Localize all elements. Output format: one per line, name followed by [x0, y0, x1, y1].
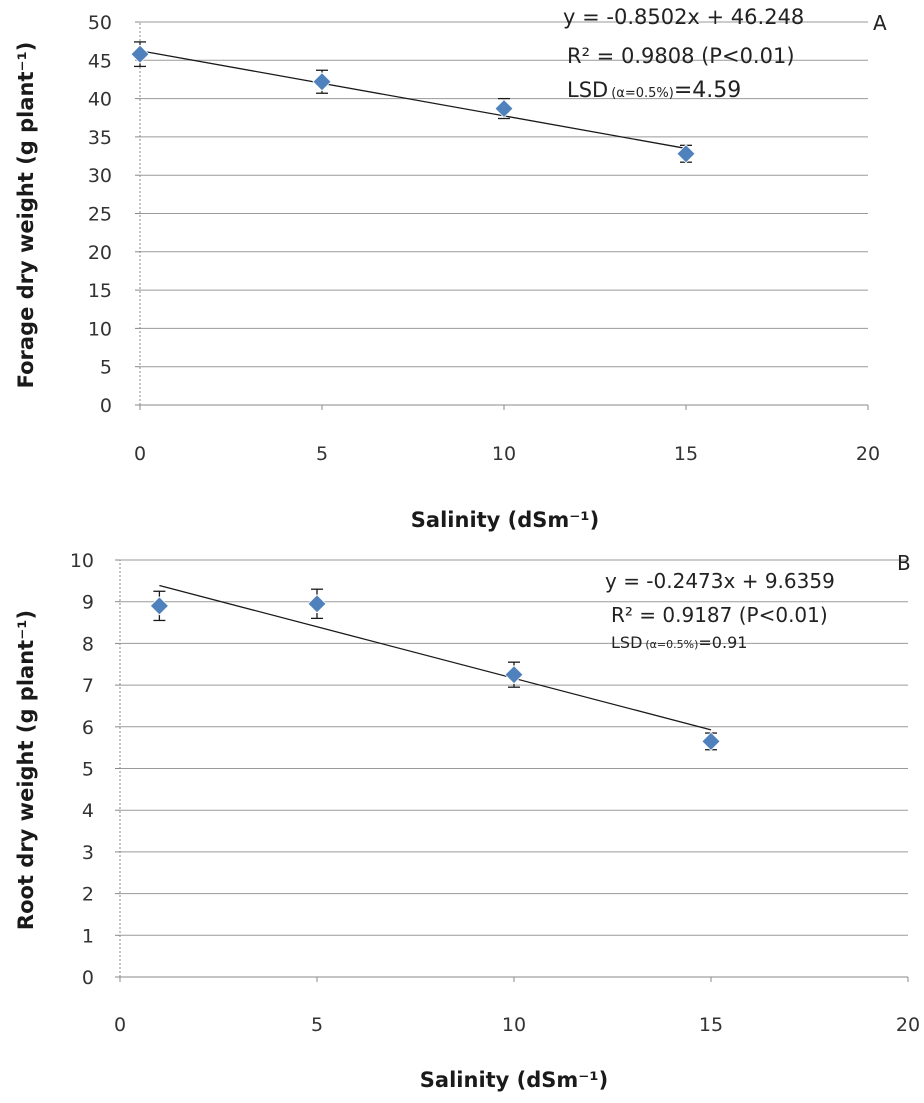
panel-b-trendline	[159, 584, 712, 731]
panel-b: 0 1 2 3 4 5 6 7 8 9 10 0 5 10 15 20 B y = -0.2473x + 9.…	[14, 550, 920, 1092]
panel-a-data-point	[312, 72, 332, 92]
panel-a-gridlines	[140, 21, 868, 368]
panel-b-y-tick-label: 4	[82, 800, 94, 822]
panel-b-data-point	[701, 731, 721, 751]
panel-b-x-axis-title: Salinity (dSm⁻¹)	[420, 1068, 608, 1092]
panel-a-y-tick-label: 50	[88, 12, 112, 34]
panel-b-y-tick-label: 1	[82, 925, 94, 947]
panel-b-x-tick-label: 5	[311, 1014, 323, 1036]
panel-b-y-tick-label: 9	[82, 592, 94, 614]
panel-b-gridlines	[120, 559, 908, 936]
panel-a-trendline	[139, 50, 687, 150]
panel-b-y-tick-label: 5	[82, 759, 94, 781]
panel-a-y-tick-label: 45	[88, 50, 112, 72]
panel-b-x-tick-label: 20	[896, 1014, 920, 1036]
panel-b-y-tick-label: 7	[82, 675, 94, 697]
panel-a: 0 5 10 15 20 25 30 35 40 45 50 0 5 10 15 20 A y = -0.85…	[14, 5, 887, 532]
panel-b-tick-labels: 0 1 2 3 4 5 6 7 8 9 10 0 5 10 15 20	[70, 550, 920, 1036]
panel-a-y-tick-label: 25	[88, 204, 112, 226]
panel-b-data-points	[149, 588, 721, 751]
panel-a-x-tick-label: 20	[856, 443, 880, 465]
panel-a-y-axis-title: Forage dry weight (g plant⁻¹)	[14, 42, 38, 389]
panel-b-y-tick-label: 2	[82, 884, 94, 906]
panel-a-x-tick-label: 10	[492, 443, 516, 465]
panel-b-data-point	[504, 665, 524, 685]
panel-a-lsd-prefix: LSD	[567, 78, 608, 102]
panel-a-x-tick-label: 15	[674, 443, 698, 465]
panel-a-y-tick-label: 30	[88, 165, 112, 187]
panel-a-y-tick-label: 10	[88, 318, 112, 340]
panel-a-data-point	[494, 98, 514, 119]
panel-a-y-tick-label: 35	[88, 127, 112, 149]
panel-b-data-point	[307, 594, 327, 614]
panel-b-lsd: LSD (α=0.5%)=0.91	[611, 633, 747, 652]
panel-a-data-points	[130, 41, 696, 164]
panel-b-label: B	[897, 551, 911, 575]
panel-a-label: A	[873, 11, 887, 35]
panel-b-y-axis-title: Root dry weight (g plant⁻¹)	[14, 610, 38, 930]
panel-a-y-tick-label: 15	[88, 280, 112, 302]
panel-a-lsd-subscript: (α=0.5%)	[611, 86, 674, 101]
panel-a-y-tick-label: 20	[88, 242, 112, 264]
panel-a-x-axis-title: Salinity (dSm⁻¹)	[411, 508, 599, 532]
panel-b-lsd-subscript: (α=0.5%)	[645, 638, 698, 651]
panel-b-y-tick-label: 6	[82, 717, 94, 739]
panel-b-trendline-segment	[159, 584, 712, 731]
panel-a-y-tick-label: 40	[88, 89, 112, 111]
panel-a-lsd: LSD (α=0.5%)=4.59	[567, 78, 741, 103]
panel-b-r-squared: R² = 0.9187 (P<0.01)	[611, 603, 828, 627]
panel-b-y-tick-label: 10	[70, 550, 94, 572]
panel-b-equation: y = -0.2473x + 9.6359	[605, 569, 835, 593]
panel-b-axes	[115, 559, 909, 982]
panel-a-equation: y = -0.8502x + 46.248	[563, 5, 804, 29]
panel-b-y-tick-label: 8	[82, 633, 94, 655]
panel-a-trendline-segment	[139, 50, 687, 150]
panel-a-tick-labels: 0 5 10 15 20 25 30 35 40 45 50 0 5 10 15 20	[88, 12, 880, 465]
panel-a-y-tick-label: 0	[100, 395, 112, 417]
panel-a-x-tick-label: 0	[134, 443, 146, 465]
panel-a-lsd-value: =4.59	[674, 78, 741, 103]
panel-b-data-point	[149, 596, 169, 616]
panel-b-y-tick-label: 3	[82, 842, 94, 864]
panel-a-r-squared: R² = 0.9808 (P<0.01)	[567, 44, 795, 68]
panel-a-y-tick-label: 5	[100, 357, 112, 379]
panel-a-axes	[135, 21, 869, 410]
panel-a-x-tick-label: 5	[316, 443, 328, 465]
panel-a-data-point	[676, 144, 696, 164]
panel-b-x-tick-label: 0	[114, 1014, 126, 1036]
panel-b-y-tick-label: 0	[82, 967, 94, 989]
panel-b-x-tick-label: 10	[502, 1014, 526, 1036]
panel-b-x-tick-label: 15	[699, 1014, 723, 1036]
panel-b-lsd-value: =0.91	[698, 633, 747, 652]
panel-a-data-point	[130, 44, 150, 64]
panel-b-lsd-prefix: LSD	[611, 633, 642, 652]
